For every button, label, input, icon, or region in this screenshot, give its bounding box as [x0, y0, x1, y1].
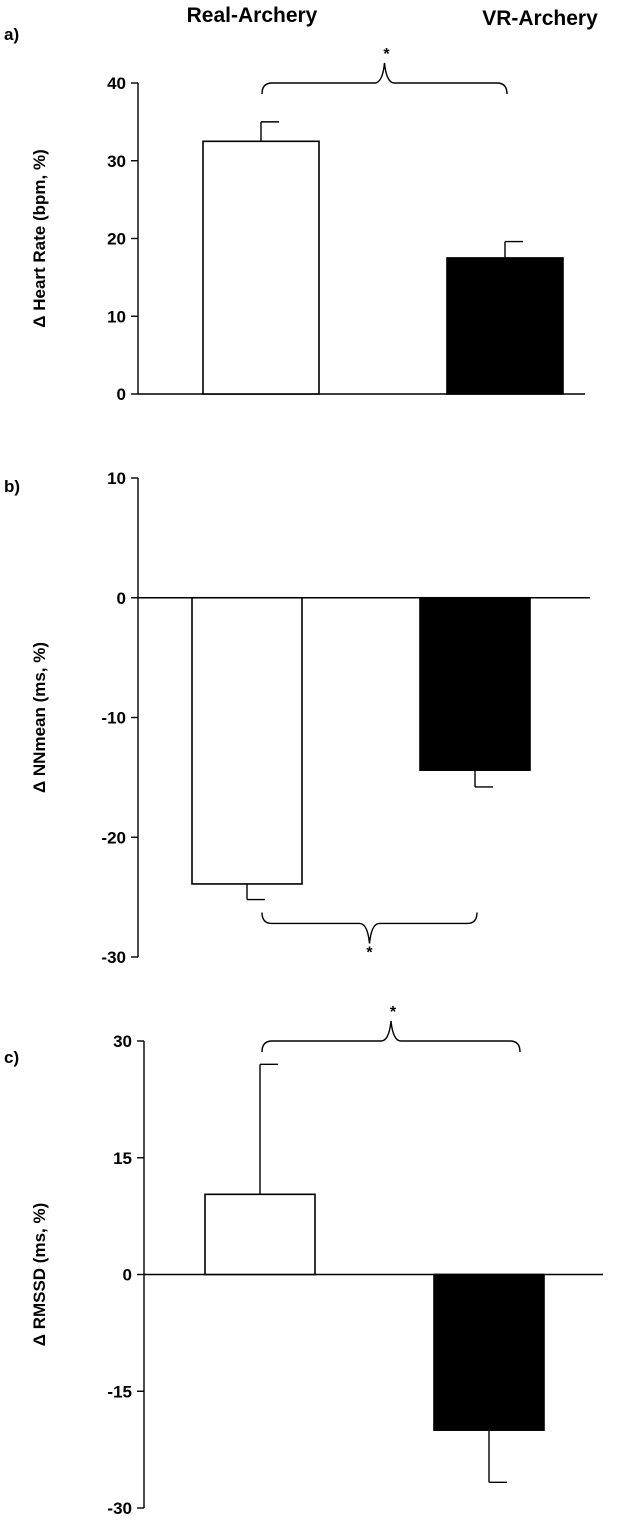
panel-label: c) [4, 1048, 19, 1067]
y-axis-title: Δ NNmean (ms, %) [30, 642, 49, 793]
y-tick-label: 0 [117, 589, 126, 608]
bar-real-archery [204, 1193, 316, 1276]
y-tick-label: 30 [113, 1032, 132, 1051]
y-tick-label: 0 [123, 1266, 132, 1285]
group-label-vr-archery: VR-Archery [482, 7, 598, 30]
y-tick-label: 40 [107, 74, 126, 93]
y-tick-label: -20 [101, 828, 126, 847]
y-tick-label: 30 [107, 152, 126, 171]
y-axis-title: Δ RMSSD (ms, %) [30, 1203, 49, 1347]
panel-label: b) [4, 477, 20, 496]
significance-bracket [261, 1020, 521, 1053]
y-axis-title: Δ Heart Rate (bpm, %) [30, 149, 49, 327]
y-tick-label: 10 [107, 469, 126, 488]
y-tick-label: -30 [101, 948, 126, 967]
y-tick-label: -30 [107, 1499, 132, 1518]
significance-bracket [261, 62, 508, 95]
bar-vr-archery [446, 257, 564, 395]
significance-star: * [390, 1004, 397, 1021]
panel-a: a) Δ Heart Rate (bpm, %) 0 10 20 30 40 * [4, 25, 585, 404]
significance-star: * [366, 944, 373, 961]
panel-c: c) Δ RMSSD (ms, %) -30 -15 0 15 30 * [4, 1004, 603, 1518]
y-tick-label: -15 [107, 1382, 132, 1401]
bar-vr-archery [419, 596, 531, 771]
y-tick-label: 15 [113, 1149, 132, 1168]
y-tick-label: 0 [117, 385, 126, 404]
significance-star: * [383, 46, 390, 63]
y-tick-label: 10 [107, 307, 126, 326]
bar-real-archery [191, 596, 303, 885]
bar-vr-archery [433, 1273, 545, 1431]
y-tick-label: 20 [107, 230, 126, 249]
significance-bracket [261, 912, 478, 944]
panel-b: b) Δ NNmean (ms, %) -30 -20 -10 0 10 * [4, 469, 590, 967]
group-label-real-archery: Real-Archery [187, 4, 318, 27]
y-tick-label: -10 [101, 709, 126, 728]
panel-label: a) [4, 25, 19, 44]
bar-real-archery [202, 140, 320, 395]
